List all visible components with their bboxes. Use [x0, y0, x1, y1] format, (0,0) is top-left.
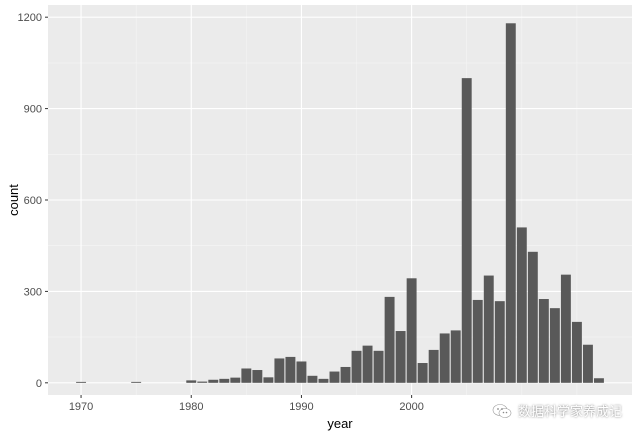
y-tick-label: 900 — [24, 104, 42, 116]
bar-1997 — [373, 350, 384, 383]
wechat-icon — [492, 403, 512, 418]
bar-2015 — [571, 321, 582, 383]
bar-2007 — [483, 275, 494, 383]
bar-1992 — [318, 378, 329, 383]
x-tick-label: 1980 — [179, 401, 203, 413]
axis-ticks: 0 300 600 900 1200 1970 1980 1990 2000 — [18, 12, 424, 413]
bar-1987 — [263, 377, 274, 383]
bar-1984 — [230, 377, 241, 383]
bar-1993 — [329, 371, 340, 383]
bar-2004 — [450, 330, 461, 383]
bar-1999 — [395, 331, 406, 383]
bar-2017 — [593, 378, 604, 383]
bar-2012 — [538, 299, 549, 383]
bar-1991 — [307, 375, 318, 383]
watermark: 数据科学家养成记 — [492, 401, 622, 420]
bar-2011 — [527, 251, 538, 383]
bar-1989 — [285, 356, 296, 383]
bar-2013 — [549, 308, 560, 383]
y-axis-title: count — [6, 184, 21, 216]
bar-1988 — [274, 358, 285, 383]
bar-1980 — [186, 380, 197, 383]
bar-1970 — [76, 381, 87, 383]
bar-1990 — [296, 361, 307, 383]
bar-1985 — [241, 368, 252, 383]
y-tick-label: 600 — [24, 195, 42, 207]
bar-2010 — [516, 227, 527, 383]
bar-2005 — [461, 78, 472, 383]
bar-2000 — [406, 278, 417, 383]
bar-1982 — [208, 379, 219, 383]
bar-2001 — [417, 363, 428, 383]
bar-1996 — [362, 345, 373, 383]
bar-2016 — [582, 344, 593, 383]
bar-1983 — [219, 378, 230, 383]
bar-2009 — [505, 23, 516, 383]
bar-1998 — [384, 296, 395, 383]
bar-1981 — [197, 381, 208, 383]
x-tick-label: 2000 — [399, 401, 423, 413]
y-tick-label: 300 — [24, 286, 42, 298]
bars — [76, 23, 604, 383]
x-axis-title: year — [327, 416, 353, 431]
bar-2008 — [494, 301, 505, 383]
bar-1995 — [351, 350, 362, 383]
y-tick-label: 0 — [36, 378, 42, 390]
bar-1975 — [131, 381, 142, 383]
bar-2006 — [472, 299, 483, 383]
bar-1994 — [340, 366, 351, 383]
y-tick-label: 1200 — [18, 12, 42, 24]
bar-2014 — [560, 274, 571, 383]
bar-2003 — [439, 333, 450, 383]
watermark-text: 数据科学家养成记 — [517, 405, 622, 420]
x-tick-label: 1970 — [69, 401, 93, 413]
bar-2002 — [428, 349, 439, 383]
bar-1986 — [252, 370, 263, 383]
x-tick-label: 1990 — [289, 401, 313, 413]
